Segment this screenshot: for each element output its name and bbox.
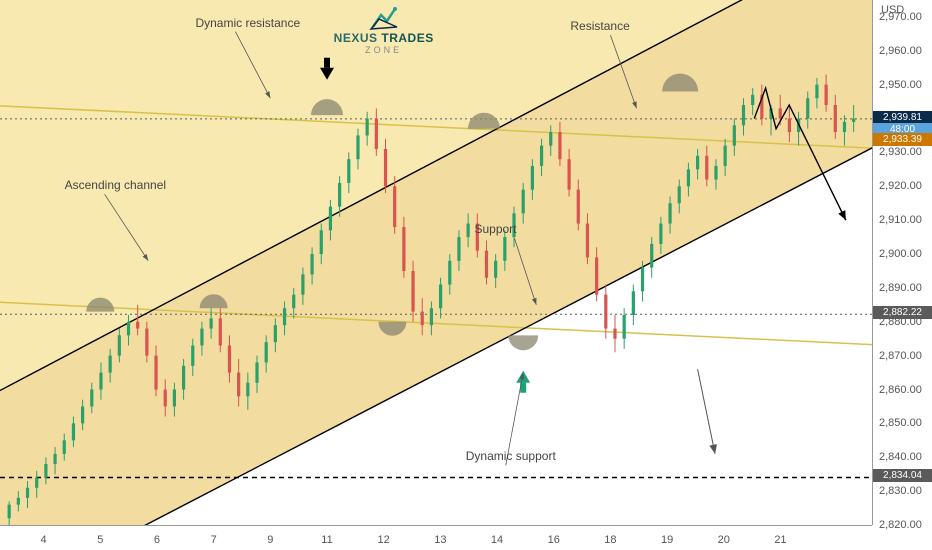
time-axis: 4 5 6 7 9 11 12 13 14 16 18 19 20 21 bbox=[0, 525, 872, 550]
x-tick: 7 bbox=[211, 534, 217, 546]
x-tick: 16 bbox=[548, 534, 560, 546]
x-tick: 9 bbox=[267, 534, 273, 546]
logo-brand: NEXUS TRADES bbox=[334, 31, 434, 45]
y-tick: 2,920.00 bbox=[879, 180, 932, 192]
price-axis[interactable]: USD2,820.002,830.002,840.002,850.002,860… bbox=[872, 0, 932, 525]
y-tick: 2,820.00 bbox=[879, 519, 932, 531]
y-tick: 2,890.00 bbox=[879, 282, 932, 294]
x-tick: 14 bbox=[491, 534, 503, 546]
y-tick: 2,960.00 bbox=[879, 45, 932, 57]
plot-area[interactable] bbox=[0, 0, 872, 525]
y-tick: 2,900.00 bbox=[879, 248, 932, 260]
price-box: 2,834.04 bbox=[873, 469, 932, 482]
logo-sub: ZONE bbox=[334, 45, 434, 55]
y-tick: 2,930.00 bbox=[879, 146, 932, 158]
price-box: 2,933.39 bbox=[873, 133, 932, 146]
x-tick: 6 bbox=[154, 534, 160, 546]
x-tick: 18 bbox=[604, 534, 616, 546]
chart-root: USD2,820.002,830.002,840.002,850.002,860… bbox=[0, 0, 932, 550]
x-tick: 12 bbox=[378, 534, 390, 546]
x-tick: 13 bbox=[434, 534, 446, 546]
logo-icon bbox=[369, 7, 399, 31]
y-tick: 2,870.00 bbox=[879, 350, 932, 362]
y-tick: 2,970.00 bbox=[879, 11, 932, 23]
x-tick: 20 bbox=[718, 534, 730, 546]
y-tick: 2,950.00 bbox=[879, 79, 932, 91]
x-tick: 11 bbox=[321, 534, 332, 546]
x-tick: 21 bbox=[774, 534, 786, 546]
price-box: 2,939.81 bbox=[873, 111, 932, 124]
x-tick: 19 bbox=[661, 534, 673, 546]
y-tick: 2,830.00 bbox=[879, 485, 932, 497]
x-tick: 5 bbox=[97, 534, 103, 546]
brand-logo: NEXUS TRADESZONE bbox=[334, 7, 434, 55]
y-tick: 2,860.00 bbox=[879, 384, 932, 396]
y-tick: 2,910.00 bbox=[879, 214, 932, 226]
price-box: 2,882.22 bbox=[873, 306, 932, 319]
y-tick: 2,850.00 bbox=[879, 417, 932, 429]
x-tick: 4 bbox=[41, 534, 47, 546]
y-tick: 2,840.00 bbox=[879, 451, 932, 463]
